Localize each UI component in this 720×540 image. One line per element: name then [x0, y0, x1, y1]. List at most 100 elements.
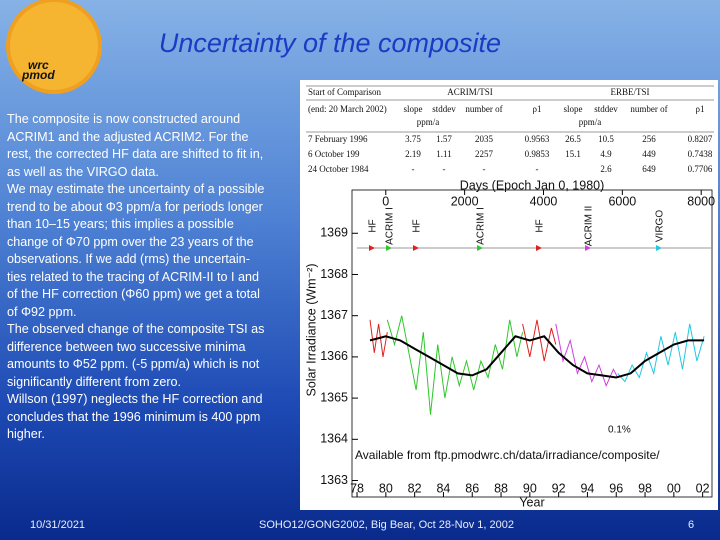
top-tick-label: 0	[382, 194, 389, 208]
x-tick-label: 94	[580, 481, 594, 495]
table-cell: 7 February 1996	[308, 134, 368, 144]
logo: wrc pmod	[6, 0, 102, 94]
text-line: The composite is now constructed around	[7, 112, 241, 126]
series-line	[369, 319, 388, 357]
footer-page: 6	[688, 519, 695, 531]
table-header: ACRIM/TSI	[447, 87, 493, 97]
text-line: difference between two successive minima	[7, 339, 246, 354]
top-tick-label: 2000	[451, 194, 479, 208]
table-cell: 0.7706	[688, 164, 713, 174]
x-axis-label: Year	[519, 495, 544, 509]
table-cell: 0.8207	[688, 134, 713, 144]
y-tick-label: 1363	[320, 473, 348, 487]
text-line: We may estimate the uncertainty of a pos…	[7, 182, 265, 196]
text-line: amounts to Φ52 ppm. (-5 ppm/a) which is …	[7, 357, 260, 371]
top-axis-label: Days (Epoch Jan 0, 1980)	[460, 178, 605, 192]
instrument-arrow	[477, 245, 483, 251]
table-cell: -	[412, 164, 415, 174]
x-tick-label: 84	[436, 481, 450, 495]
instrument-label: VIRGO	[655, 210, 666, 242]
series-line	[522, 319, 557, 362]
table-cell: 15.1	[565, 149, 581, 159]
instrument-label: HF	[535, 219, 546, 232]
text-line: significantly different from zero.	[7, 374, 182, 389]
series-line	[369, 335, 705, 379]
text-line: as well as the VIRGO data.	[7, 164, 159, 179]
instrument-arrow	[536, 245, 542, 251]
sun-core	[10, 2, 98, 90]
table-subheader: (end: 20 March 2002)	[308, 104, 387, 114]
table-subheader: slope	[404, 104, 423, 114]
annotation: Available from ftp.pmodwrc.ch/data/irrad…	[355, 448, 660, 462]
y-tick-label: 1365	[320, 390, 348, 404]
text-line: ACRIM1 and the adjusted ACRIM2. For the	[7, 129, 249, 144]
x-tick-label: 88	[494, 481, 508, 495]
instrument-arrow	[386, 245, 392, 251]
table-cell: 449	[642, 149, 656, 159]
instrument-arrow	[413, 245, 419, 251]
x-tick-label: 92	[552, 481, 566, 495]
table-cell: 0.9563	[525, 134, 550, 144]
annotation: 0.1%	[608, 425, 631, 436]
table-cell: 24 October 1984	[308, 164, 369, 174]
table-subheader: ρ1	[533, 104, 542, 114]
text-line: higher.	[7, 427, 45, 441]
footer-date: 10/31/2021	[30, 519, 86, 531]
x-tick-label: 78	[350, 481, 364, 495]
top-tick-label: 8000	[687, 194, 715, 208]
table-cell: 2.6	[600, 164, 612, 174]
table-subheader: slope	[564, 104, 583, 114]
logo-text: pmod	[21, 68, 55, 82]
table-cell: 10.5	[598, 134, 614, 144]
body-text: The composite is now constructed around A…	[7, 111, 302, 444]
table-subheader: ρ1	[696, 104, 705, 114]
table-subheader: number of	[630, 104, 667, 114]
table-header: Start of Comparison	[308, 87, 381, 97]
table-cell: -	[443, 164, 446, 174]
instrument-arrow	[369, 245, 375, 251]
table-units: ppm/a	[579, 117, 602, 127]
table-cell: 256	[642, 134, 656, 144]
table-cell: -	[483, 164, 486, 174]
top-tick-label: 4000	[530, 194, 558, 208]
instrument-arrow	[585, 245, 591, 251]
y-axis-label: Solar Irradiance (Wm⁻²)	[304, 263, 318, 396]
text-line: observations. If we add (rms) the uncert…	[7, 252, 250, 266]
footer-event: SOHO12/GONG2002, Big Bear, Oct 28-Nov 1,…	[259, 519, 514, 531]
text-line: concludes that the 1996 minimum is 400 p…	[7, 409, 261, 424]
table-header: ERBE/TSI	[610, 87, 649, 97]
table-subheader: number of	[465, 104, 502, 114]
table-cell: 2.19	[405, 149, 421, 159]
table-subheader: stddev	[432, 104, 456, 114]
x-tick-label: 98	[638, 481, 652, 495]
y-tick-label: 1367	[320, 308, 348, 322]
x-tick-label: 00	[667, 481, 681, 495]
table-cell: 649	[642, 164, 656, 174]
y-tick-label: 1369	[320, 226, 348, 240]
text-line: ties related to the tracing of ACRIM-II …	[7, 269, 259, 284]
table-subheader: stddev	[594, 104, 618, 114]
x-tick-label: 82	[408, 481, 422, 495]
y-tick-label: 1366	[320, 349, 348, 363]
text-line: change of Φ70 ppm over the 23 years of t…	[7, 234, 254, 249]
text-line: rest, the corrected HF data are shifted …	[7, 147, 264, 161]
instrument-label: ACRIM I	[385, 207, 396, 245]
table-cell: 26.5	[565, 134, 581, 144]
y-tick-label: 1364	[320, 432, 348, 446]
series-line	[617, 323, 705, 383]
x-tick-label: 96	[609, 481, 623, 495]
table-bg	[300, 80, 718, 178]
top-tick-label: 6000	[608, 194, 636, 208]
text-line: of Φ92 ppm.	[7, 304, 77, 319]
text-line: trend to be about Φ3 ppm/a for periods l…	[7, 199, 263, 214]
x-tick-label: 90	[523, 481, 537, 495]
slide-title: Uncertainty of the composite	[158, 28, 502, 58]
table-cell: 1.11	[436, 149, 451, 159]
table-units: ppm/a	[417, 117, 440, 127]
instrument-label: HF	[412, 219, 423, 232]
table-cell: 3.75	[405, 134, 421, 144]
table-cell: 0.9853	[525, 149, 550, 159]
table-cell: -	[536, 164, 539, 174]
text-line: The observed change of the composite TSI…	[7, 322, 265, 336]
